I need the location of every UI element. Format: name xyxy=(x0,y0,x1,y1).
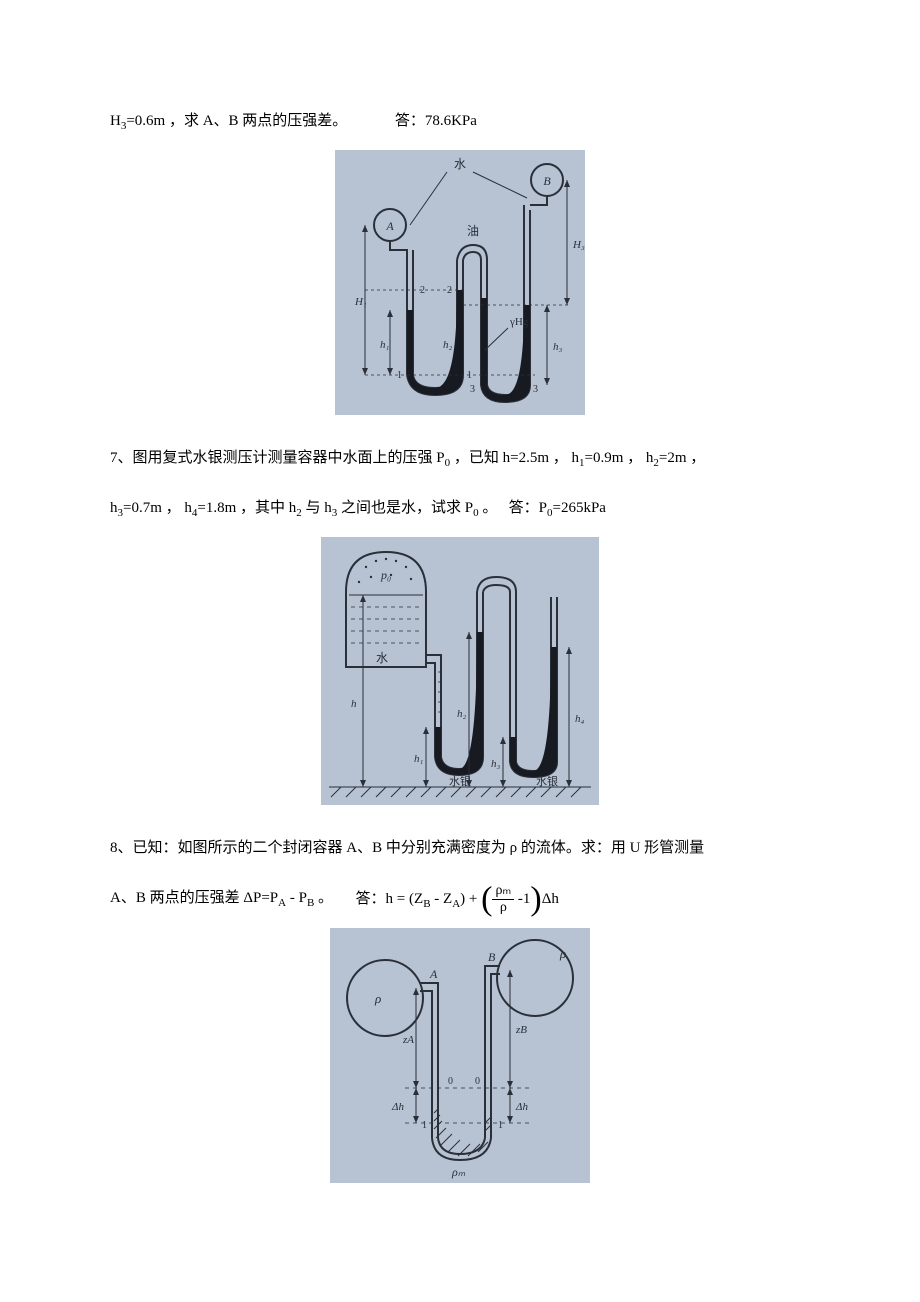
svg-text:h₂: h₂ xyxy=(457,708,467,720)
svg-text:2: 2 xyxy=(420,285,425,296)
svg-text:ρₘ: ρₘ xyxy=(451,1165,466,1179)
svg-text:1: 1 xyxy=(422,1120,427,1131)
paragraph-7-line2: h3=0.7m ， h4=1.8m ，其中 h2 与 h3 之间也是水，试求 P… xyxy=(110,487,810,529)
svg-text:B: B xyxy=(488,950,496,964)
svg-text:1: 1 xyxy=(498,1120,503,1131)
svg-text:h₁: h₁ xyxy=(414,753,424,765)
paragraph-8-line1: 8、已知：如图所示的二个封闭容器 A、B 中分别充满密度为 ρ 的流体。求：用 … xyxy=(110,827,810,869)
svg-text:H₁: H₁ xyxy=(354,296,367,308)
svg-text:ρ: ρ xyxy=(374,991,381,1006)
svg-text:水: 水 xyxy=(454,157,466,171)
svg-text:Δh: Δh xyxy=(391,1101,404,1113)
svg-text:h₁: h₁ xyxy=(380,339,390,351)
answer-label: 答： xyxy=(395,113,425,129)
svg-text:h₂: h₂ xyxy=(443,339,453,351)
svg-text:zB: zB xyxy=(515,1024,527,1036)
svg-text:h₃: h₃ xyxy=(553,341,563,353)
svg-text:Δh: Δh xyxy=(515,1101,528,1113)
figure-3: ρ ρ A B 0 0 1 1 zA zB Δh Δh ρₘ xyxy=(110,928,810,1187)
h3-label: H xyxy=(110,113,121,129)
svg-text:A: A xyxy=(385,219,394,233)
svg-text:B: B xyxy=(543,174,551,188)
svg-text:水银: 水银 xyxy=(536,774,558,788)
svg-text:h₃: h₃ xyxy=(491,758,501,770)
svg-text:0: 0 xyxy=(448,1076,453,1087)
svg-text:0: 0 xyxy=(475,1076,480,1087)
svg-text:h: h xyxy=(351,698,357,710)
svg-text:A: A xyxy=(429,967,438,981)
svg-text:p₀: p₀ xyxy=(380,568,391,582)
figure-2: p₀ 水 水银 水银 h h₁ h₂ h₃ h₄ xyxy=(110,537,810,809)
svg-text:γHg: γHg xyxy=(509,316,529,328)
paragraph-h3: H3=0.6m ，求 A、B 两点的压强差。 答：78.6KPa xyxy=(110,100,810,142)
figure-1: A B 水 油 γHg H₁ h₁ h₂ H₃ h₃ 2 2 1 1 3 3 xyxy=(110,150,810,419)
svg-text:h₄: h₄ xyxy=(575,713,585,725)
svg-text:2: 2 xyxy=(447,285,452,296)
svg-text:1: 1 xyxy=(397,370,402,381)
svg-text:ρ: ρ xyxy=(559,946,566,961)
paragraph-7-line1: 7、图用复式水银测压计测量容器中水面上的压强 P0 ，已知 h=2.5m ， h… xyxy=(110,437,810,479)
answer-value: 78.6KPa xyxy=(425,113,477,129)
svg-text:zA: zA xyxy=(402,1034,414,1046)
paragraph-8-line2: A、B 两点的压强差 ΔP=PA - PB 。 答：h = (ZB - ZA) … xyxy=(110,877,810,920)
h3-eq: =0.6m ，求 A、B 两点的压强差。 xyxy=(126,113,347,129)
svg-text:1: 1 xyxy=(467,370,472,381)
svg-text:油: 油 xyxy=(467,224,479,238)
svg-text:H₃: H₃ xyxy=(572,239,585,251)
svg-text:3: 3 xyxy=(470,384,475,395)
svg-text:3: 3 xyxy=(533,384,538,395)
svg-text:水: 水 xyxy=(376,651,388,665)
